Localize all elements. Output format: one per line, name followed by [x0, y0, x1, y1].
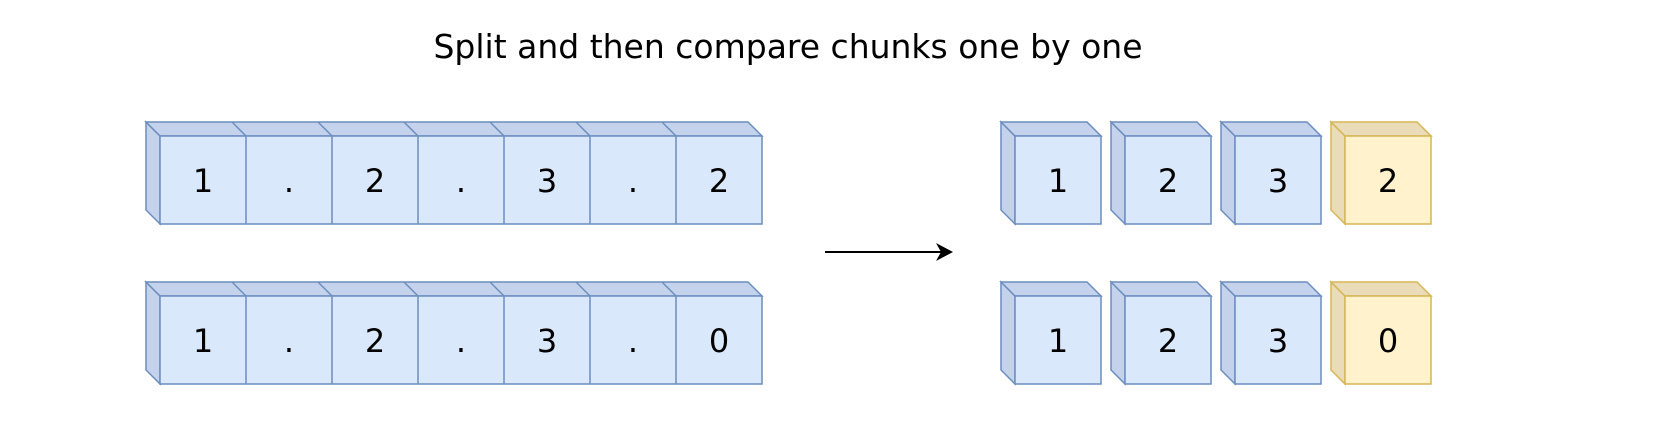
top-divider [317, 281, 333, 297]
transform-arrow [825, 243, 953, 261]
cell-char: . [284, 162, 294, 200]
cell-char: 3 [537, 322, 557, 360]
cell-char: 0 [709, 322, 729, 360]
top-divider [575, 121, 591, 137]
cube-front-face [1124, 135, 1212, 225]
cube-side-face [1330, 280, 1346, 386]
chunk-value: 0 [1378, 322, 1398, 360]
top-divider [489, 281, 505, 297]
chunk-value: 1 [1048, 322, 1068, 360]
top-divider [661, 281, 677, 297]
cube-front-face [1344, 135, 1432, 225]
cube-front-face [1344, 295, 1432, 385]
chunk-row-1: 1 2 3 2 [999, 120, 1433, 226]
diagram-title: Split and then compare chunks one by one [433, 27, 1142, 66]
top-divider [575, 281, 591, 297]
chunk-cube: 2 [1109, 280, 1213, 386]
cell-char: . [284, 322, 294, 360]
differing-chunk-cube: 2 [1329, 120, 1433, 226]
cube-front-face [1234, 295, 1322, 385]
top-divider [231, 281, 247, 297]
cell-char: 2 [365, 322, 385, 360]
split-chunks-group: 1 2 3 2 1 2 3 0 [999, 120, 1433, 386]
version-row-1: 1. 2. 3. 2 [144, 120, 764, 226]
cube-front-face [1014, 295, 1102, 385]
top-divider [403, 281, 419, 297]
cube-top-face [1329, 121, 1433, 137]
cube-top-face [1219, 281, 1323, 297]
differing-chunk-cube: 0 [1329, 280, 1433, 386]
version-row-2: 1. 2. 3. 0 [144, 280, 764, 386]
chunk-cube: 3 [1219, 280, 1323, 386]
cube-front-face [1014, 135, 1102, 225]
cube-side-face [1330, 120, 1346, 226]
cell-char: . [456, 162, 466, 200]
chunk-cube: 2 [1109, 120, 1213, 226]
top-divider [661, 121, 677, 137]
block-front-face [159, 295, 763, 385]
top-divider [317, 121, 333, 137]
cube-front-face [1124, 295, 1212, 385]
top-divider [231, 121, 247, 137]
cube-side-face [1110, 120, 1126, 226]
cell-char: 2 [365, 162, 385, 200]
cube-side-face [1000, 280, 1016, 386]
cell-char: . [456, 322, 466, 360]
chunk-row-2: 1 2 3 0 [999, 280, 1433, 386]
chunk-cube: 1 [999, 120, 1103, 226]
cube-side-face [1110, 280, 1126, 386]
cell-char: 3 [537, 162, 557, 200]
cube-side-face [1220, 280, 1236, 386]
chunk-value: 2 [1158, 322, 1178, 360]
cell-char: 1 [193, 162, 213, 200]
cube-top-face [1109, 281, 1213, 297]
chunk-value: 3 [1268, 162, 1288, 200]
chunk-cube: 1 [999, 280, 1103, 386]
cube-top-face [1109, 121, 1213, 137]
block-front-face [159, 135, 763, 225]
block-side-face [145, 120, 161, 226]
cube-top-face [1219, 121, 1323, 137]
chunk-value: 3 [1268, 322, 1288, 360]
chunk-value: 2 [1378, 162, 1398, 200]
cube-side-face [1000, 120, 1016, 226]
cube-side-face [1220, 120, 1236, 226]
chunk-value: 1 [1048, 162, 1068, 200]
top-divider [489, 121, 505, 137]
cube-front-face [1234, 135, 1322, 225]
cell-char: 1 [193, 322, 213, 360]
original-versions-group: 1. 2. 3. 2 1. 2. 3. 0 [144, 120, 764, 386]
block-side-face [145, 280, 161, 386]
cell-char: . [628, 322, 638, 360]
cell-char: 2 [709, 162, 729, 200]
top-divider [403, 121, 419, 137]
cube-top-face [1329, 281, 1433, 297]
chunk-value: 2 [1158, 162, 1178, 200]
cell-char: . [628, 162, 638, 200]
chunk-cube: 3 [1219, 120, 1323, 226]
cube-top-face [999, 281, 1103, 297]
arrow-head-icon [936, 243, 953, 261]
cube-top-face [999, 121, 1103, 137]
